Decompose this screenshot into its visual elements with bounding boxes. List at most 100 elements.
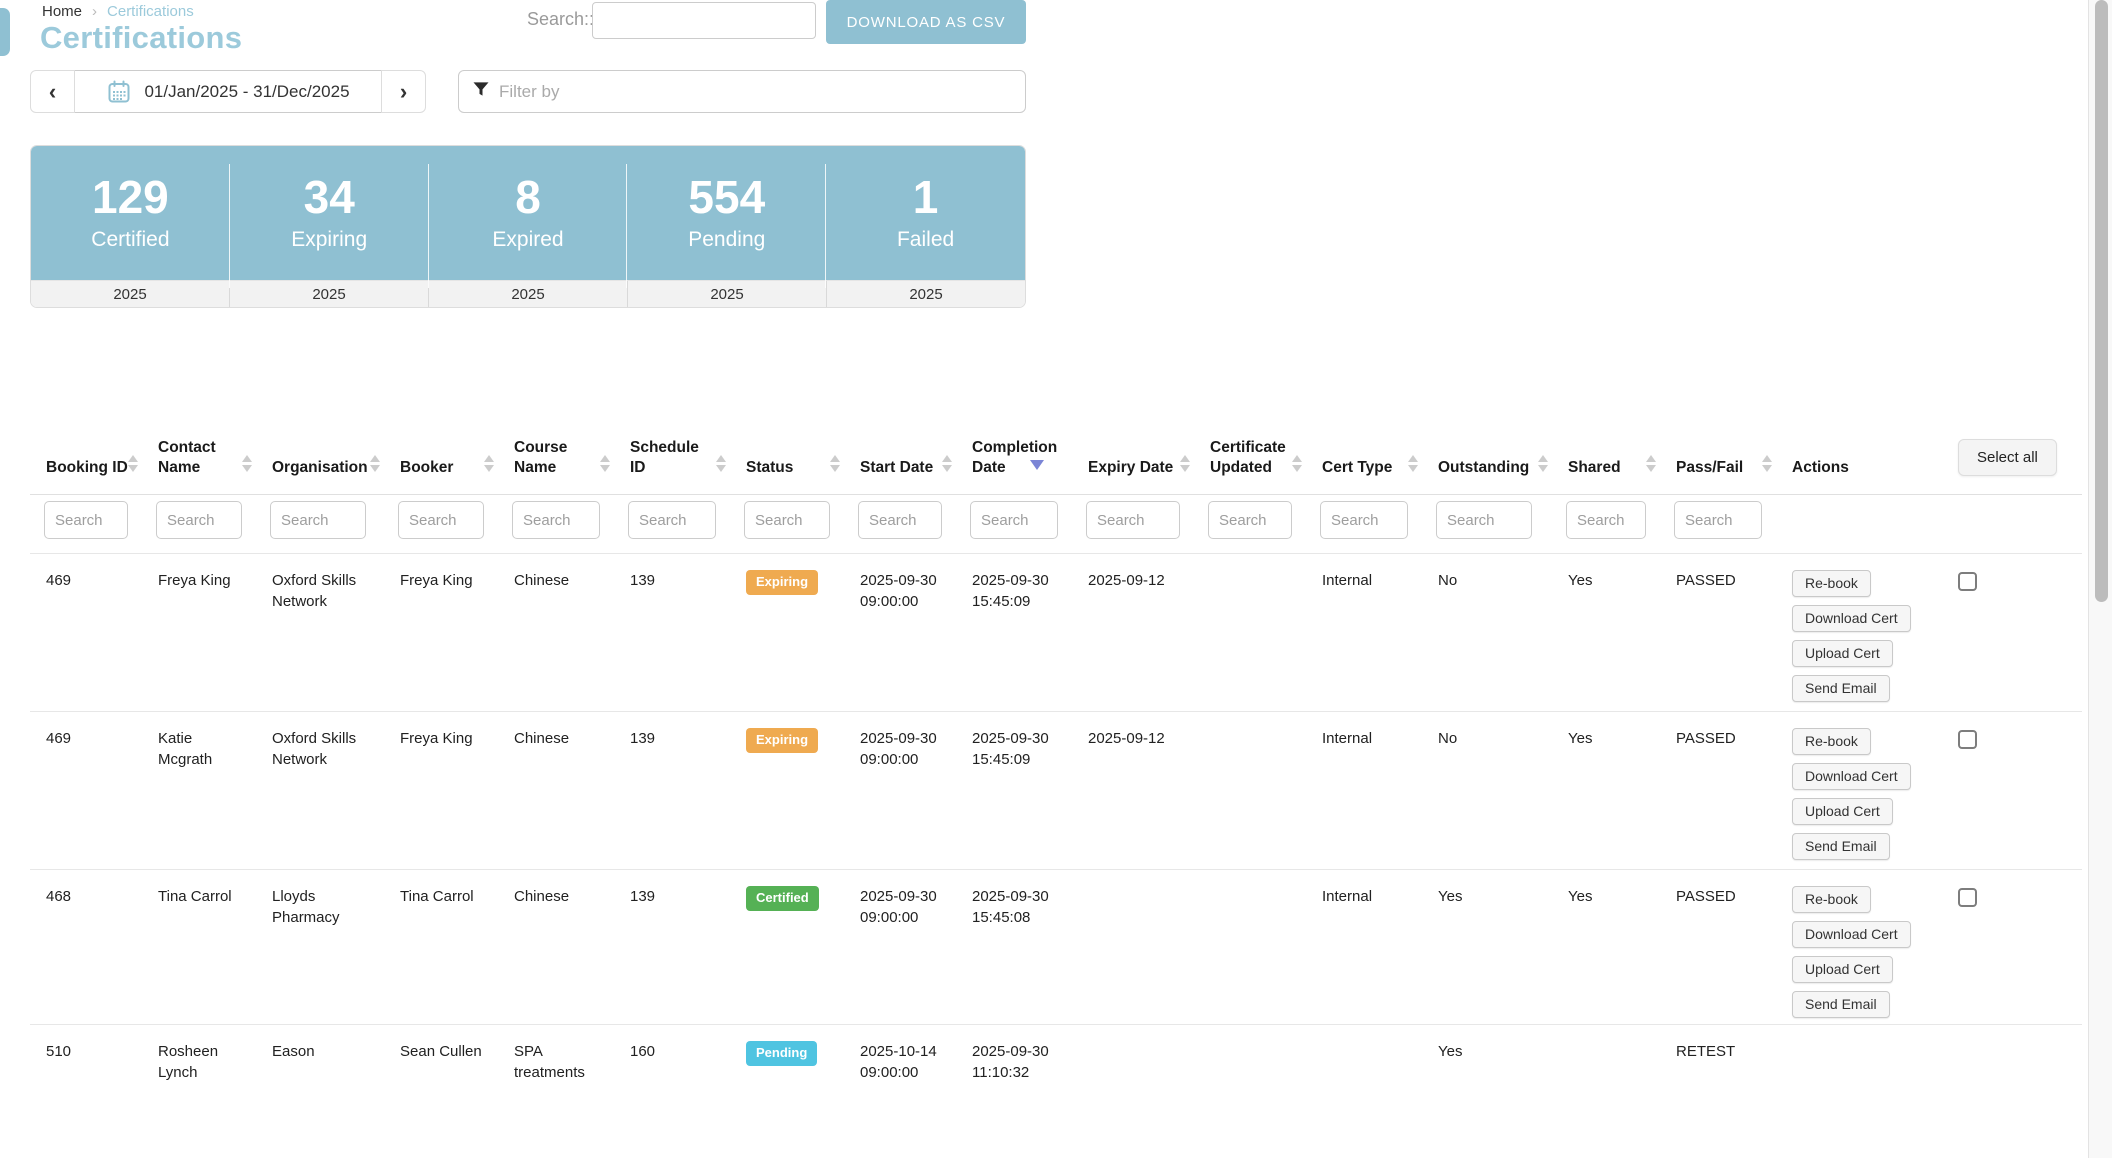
- cell-start-date: 2025-09-30 09:00:00: [860, 888, 937, 927]
- column-header-status[interactable]: Status: [730, 428, 844, 495]
- column-header-contact-name[interactable]: Contact Name: [142, 428, 256, 495]
- column-header-schedule-id[interactable]: Schedule ID: [614, 428, 730, 495]
- sort-icon[interactable]: [1646, 455, 1656, 473]
- column-header-certificate-updated[interactable]: Certificate Updated: [1194, 428, 1306, 495]
- calendar-icon: [106, 79, 132, 105]
- download-csv-button[interactable]: DOWNLOAD AS CSV: [826, 0, 1026, 44]
- column-search-completion-date[interactable]: [970, 501, 1058, 540]
- rebook-button[interactable]: Re-book: [1792, 570, 1871, 598]
- column-search-shared[interactable]: [1566, 501, 1646, 540]
- cell-start-date: 2025-09-30 09:00:00: [860, 730, 937, 769]
- sort-icon[interactable]: [1762, 455, 1772, 473]
- cell-cert-type: [1306, 1025, 1422, 1158]
- download-cert-button[interactable]: Download Cert: [1792, 763, 1911, 791]
- scrollbar-thumb[interactable]: [2095, 0, 2108, 602]
- column-search-contact-name[interactable]: [156, 501, 242, 540]
- sort-icon[interactable]: [128, 455, 138, 473]
- upload-cert-button[interactable]: Upload Cert: [1792, 956, 1893, 984]
- sort-icon[interactable]: [484, 455, 494, 473]
- send-email-button[interactable]: Send Email: [1792, 833, 1890, 861]
- sort-icon[interactable]: [716, 455, 726, 473]
- cell-outstanding: Yes: [1438, 1043, 1463, 1061]
- column-search-course-name[interactable]: [512, 501, 600, 540]
- column-header-expiry-date[interactable]: Expiry Date: [1072, 428, 1194, 495]
- column-header-cert-type[interactable]: Cert Type: [1306, 428, 1422, 495]
- next-period-button[interactable]: ›: [381, 70, 426, 113]
- sort-icon[interactable]: [830, 455, 840, 473]
- sort-icon[interactable]: [1292, 455, 1302, 473]
- cell-start-date: 2025-10-14 09:00:00: [860, 1043, 937, 1082]
- column-header-course-name[interactable]: Course Name: [498, 428, 614, 495]
- cell-booker: Freya King: [400, 730, 473, 748]
- column-header-organisation[interactable]: Organisation: [256, 428, 384, 495]
- cell-actions: Re-book Download Cert Upload Cert Send E…: [1776, 554, 1942, 712]
- column-search-booking-id[interactable]: [44, 501, 128, 540]
- column-header-completion-date[interactable]: Completion Date: [956, 428, 1072, 495]
- cell-select: [1942, 712, 2082, 870]
- cell-organisation: Lloyds Pharmacy: [272, 888, 340, 927]
- sort-icon[interactable]: [242, 455, 252, 473]
- status-badge: Pending: [746, 1041, 818, 1067]
- cell-booking-id: 469: [46, 730, 72, 748]
- sort-icon[interactable]: [1538, 455, 1548, 473]
- column-header-booker[interactable]: Booker: [384, 428, 498, 495]
- upload-cert-button[interactable]: Upload Cert: [1792, 798, 1893, 826]
- cell-schedule-id: 160: [630, 1043, 656, 1061]
- sort-icon[interactable]: [1180, 455, 1190, 473]
- column-header-outstanding[interactable]: Outstanding: [1422, 428, 1552, 495]
- certifications-table: Booking ID Contact Name Organisation Boo…: [30, 428, 2082, 1158]
- row-checkbox[interactable]: [1958, 888, 1977, 908]
- search-input[interactable]: [592, 2, 816, 39]
- column-header-shared[interactable]: Shared: [1552, 428, 1660, 495]
- cell-cert-type: Internal: [1322, 730, 1373, 748]
- sort-desc-icon[interactable]: [1030, 460, 1044, 471]
- sort-icon[interactable]: [370, 455, 380, 473]
- cell-completion-date: 2025-09-30 15:45:08: [972, 888, 1049, 927]
- column-search-start-date[interactable]: [858, 501, 942, 540]
- prev-period-button[interactable]: ‹: [30, 70, 75, 113]
- upload-cert-button[interactable]: Upload Cert: [1792, 640, 1893, 668]
- cell-shared: Yes: [1568, 888, 1593, 906]
- rebook-button[interactable]: Re-book: [1792, 886, 1871, 914]
- vertical-scrollbar[interactable]: [2088, 0, 2112, 1158]
- cell-booker: Tina Carrol: [400, 888, 474, 906]
- sort-icon[interactable]: [1408, 455, 1418, 473]
- column-header-start-date[interactable]: Start Date: [844, 428, 956, 495]
- sort-icon[interactable]: [600, 455, 610, 473]
- cell-contact-name: Rosheen Lynch: [158, 1043, 219, 1082]
- date-range-display[interactable]: 01/Jan/2025 - 31/Dec/2025: [75, 70, 381, 113]
- stat-card-expired: 8 Expired: [429, 146, 628, 288]
- download-cert-button[interactable]: Download Cert: [1792, 605, 1911, 633]
- column-search-pass-fail[interactable]: [1674, 501, 1762, 540]
- download-cert-button[interactable]: Download Cert: [1792, 921, 1911, 949]
- sort-icon[interactable]: [942, 455, 952, 473]
- column-search-schedule-id[interactable]: [628, 501, 716, 540]
- cell-status: Expiring: [730, 554, 844, 712]
- row-checkbox[interactable]: [1958, 572, 1977, 592]
- column-search-booker[interactable]: [398, 501, 484, 540]
- table-header-row: Booking ID Contact Name Organisation Boo…: [30, 428, 2082, 495]
- column-search-certificate-updated[interactable]: [1208, 501, 1292, 540]
- cell-course-name: SPA treatments: [514, 1043, 585, 1082]
- cell-outstanding: Yes: [1438, 888, 1463, 906]
- filter-funnel-icon: [471, 79, 491, 104]
- row-checkbox[interactable]: [1958, 730, 1977, 750]
- send-email-button[interactable]: Send Email: [1792, 675, 1890, 703]
- filter-box[interactable]: [458, 70, 1026, 113]
- column-search-outstanding[interactable]: [1436, 501, 1532, 540]
- stat-value: 554: [688, 171, 766, 223]
- select-all-button[interactable]: Select all: [1958, 439, 2057, 477]
- column-search-organisation[interactable]: [270, 501, 366, 540]
- column-header-pass-fail[interactable]: Pass/Fail: [1660, 428, 1776, 495]
- rebook-button[interactable]: Re-book: [1792, 728, 1871, 756]
- column-search-status[interactable]: [744, 501, 830, 540]
- column-search-expiry-date[interactable]: [1086, 501, 1180, 540]
- breadcrumb-current[interactable]: Certifications: [107, 3, 194, 20]
- cell-certificate-updated: [1194, 1025, 1306, 1158]
- filter-input[interactable]: [499, 81, 1013, 102]
- column-search-cert-type[interactable]: [1320, 501, 1408, 540]
- column-label: Outstanding: [1438, 459, 1530, 477]
- breadcrumb-home[interactable]: Home: [42, 3, 83, 20]
- send-email-button[interactable]: Send Email: [1792, 991, 1890, 1019]
- column-header-booking-id[interactable]: Booking ID: [30, 428, 142, 495]
